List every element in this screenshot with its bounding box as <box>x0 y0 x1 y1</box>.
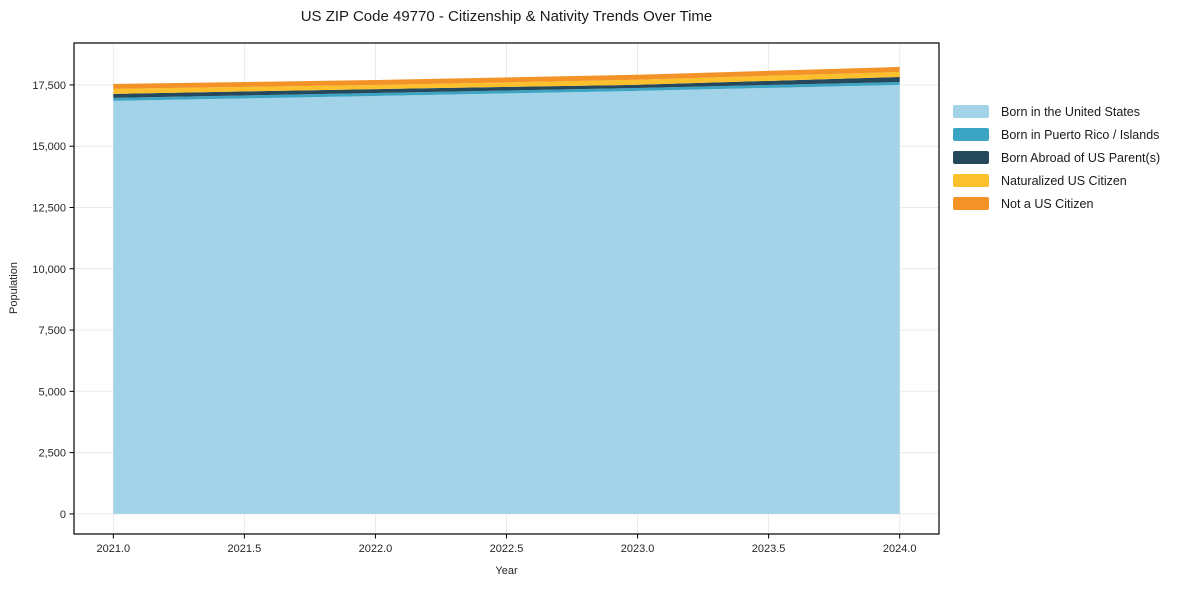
area-born-abroad-of-us-parent-s <box>113 76 900 98</box>
x-axis-label: Year <box>495 565 518 577</box>
legend-swatch <box>953 105 989 118</box>
chart-title: US ZIP Code 49770 - Citizenship & Nativi… <box>300 8 713 25</box>
y-axis-label: Population <box>8 262 20 314</box>
area-born-in-puerto-rico-islands <box>113 81 900 101</box>
area-naturalized-us-citizen <box>113 71 900 94</box>
area-not-a-us-citizen <box>113 66 900 89</box>
legend-label: Born Abroad of US Parent(s) <box>1001 150 1161 165</box>
legend-item-naturalized-us-citizen: Naturalized US Citizen <box>953 173 1160 188</box>
legend-label: Born in Puerto Rico / Islands <box>1001 127 1160 142</box>
y-tick-label: 5,000 <box>38 386 66 398</box>
y-tick-label: 12,500 <box>32 202 66 214</box>
legend-item-born-in-the-united-states: Born in the United States <box>953 104 1160 119</box>
x-tick-label: 2021.5 <box>228 543 262 555</box>
legend: Born in the United States Born in Puerto … <box>953 105 1160 220</box>
legend-swatch <box>953 197 989 210</box>
legend-item-born-in-puerto-rico-islands: Born in Puerto Rico / Islands <box>953 127 1160 142</box>
y-tick-label: 0 <box>60 509 66 521</box>
x-tick-label: 2021.0 <box>96 543 130 555</box>
legend-label: Naturalized US Citizen <box>1001 173 1127 188</box>
y-tick-label: 15,000 <box>32 141 66 153</box>
x-tick-label: 2022.5 <box>490 543 524 555</box>
legend-item-born-abroad-of-us-parent-s: Born Abroad of US Parent(s) <box>953 150 1161 165</box>
x-tick-label: 2023.0 <box>621 543 655 555</box>
area-born-in-the-united-states <box>113 84 900 514</box>
x-tick-label: 2024.0 <box>883 543 917 555</box>
y-tick-label: 17,500 <box>32 80 66 92</box>
y-tick-label: 7,500 <box>38 325 66 337</box>
x-tick-label: 2022.0 <box>359 543 393 555</box>
y-tick-label: 10,000 <box>32 264 66 276</box>
x-tick-label: 2023.5 <box>752 543 786 555</box>
legend-swatch <box>953 174 989 187</box>
legend-label: Not a US Citizen <box>1001 196 1094 211</box>
legend-swatch <box>953 128 989 141</box>
legend-item-not-a-us-citizen: Not a US Citizen <box>953 196 1160 211</box>
legend-label: Born in the United States <box>1001 104 1140 119</box>
y-tick-label: 2,500 <box>38 448 66 460</box>
legend-swatch <box>953 151 989 164</box>
